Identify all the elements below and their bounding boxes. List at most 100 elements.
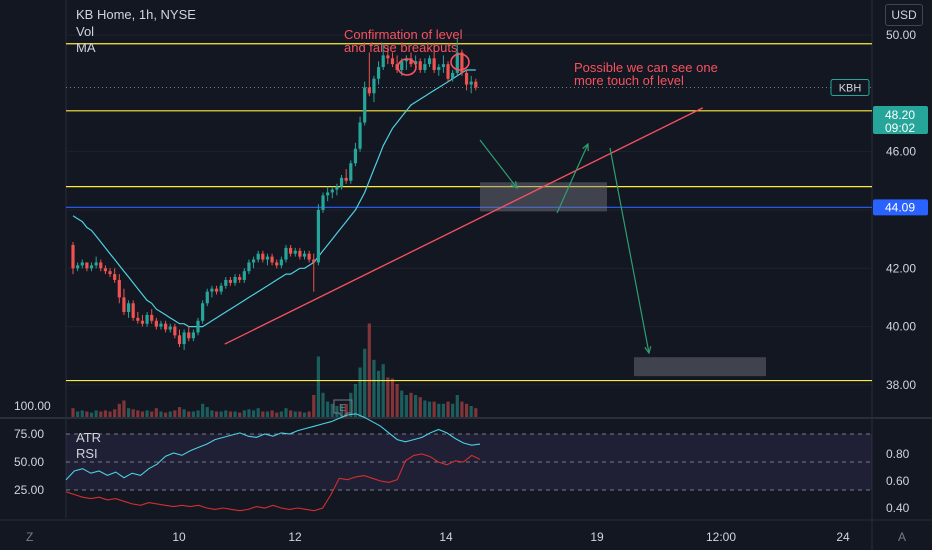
candle bbox=[469, 81, 473, 85]
candle bbox=[80, 262, 84, 266]
candle bbox=[330, 189, 334, 193]
ticker-tag-label: KBH bbox=[839, 82, 862, 94]
volume-bar bbox=[126, 408, 131, 417]
volume-bar bbox=[353, 384, 358, 417]
volume-bar bbox=[381, 364, 385, 417]
candle bbox=[191, 332, 195, 339]
volume-bar bbox=[224, 410, 228, 417]
volume-bar bbox=[140, 411, 145, 417]
volume-bar bbox=[293, 411, 297, 417]
candle bbox=[423, 64, 427, 70]
volume-bar bbox=[251, 410, 256, 417]
candle bbox=[321, 195, 325, 210]
price-tick-label: 40.00 bbox=[886, 320, 916, 334]
atr-tick-label: 0.40 bbox=[886, 501, 910, 515]
volume-bar bbox=[122, 400, 126, 417]
price-tick-label: 38.00 bbox=[886, 378, 916, 392]
candle bbox=[103, 268, 108, 272]
rsi-label: RSI bbox=[76, 446, 98, 461]
candle bbox=[284, 247, 288, 260]
volume-bar bbox=[80, 410, 84, 417]
candle bbox=[409, 58, 413, 65]
last-price-tag bbox=[873, 106, 928, 134]
volume-bar bbox=[289, 410, 293, 417]
candle bbox=[126, 303, 131, 313]
last-price-value: 48.20 bbox=[885, 108, 915, 122]
candle bbox=[251, 259, 256, 263]
volume-bar bbox=[427, 401, 432, 417]
volume-bar bbox=[219, 411, 223, 417]
candle bbox=[173, 326, 177, 336]
candle bbox=[159, 323, 163, 327]
zoom-button[interactable]: Z bbox=[26, 530, 34, 544]
annotation-text: Confirmation of level bbox=[344, 27, 463, 42]
candle bbox=[335, 186, 339, 190]
candle bbox=[89, 265, 94, 269]
volume-bar bbox=[307, 411, 311, 417]
volume-bar bbox=[159, 411, 163, 417]
ma-label: MA bbox=[76, 40, 96, 55]
candle bbox=[85, 262, 89, 269]
currency-button[interactable]: USD bbox=[885, 4, 923, 26]
candle bbox=[293, 250, 297, 254]
candle bbox=[168, 326, 172, 330]
volume-bar bbox=[256, 408, 260, 417]
atr-tick-label: 0.80 bbox=[886, 447, 910, 461]
volume-bar bbox=[302, 412, 307, 417]
volume-bar bbox=[131, 409, 135, 417]
rsi-line bbox=[65, 413, 481, 481]
atr-label: ATR bbox=[76, 430, 102, 445]
volume-bar bbox=[437, 403, 441, 417]
volume-bar bbox=[404, 395, 408, 417]
ma-line bbox=[72, 69, 476, 328]
candle bbox=[99, 262, 103, 269]
candle bbox=[242, 271, 246, 280]
auto-scale-button[interactable]: A bbox=[898, 530, 907, 544]
candle bbox=[441, 64, 445, 68]
rsi-tick-label: 100.00 bbox=[14, 399, 51, 413]
candle bbox=[390, 58, 395, 65]
annotation-text: Possible we can see one bbox=[574, 60, 718, 75]
volume-bar bbox=[423, 400, 427, 417]
candle bbox=[395, 64, 399, 70]
breakout-circle bbox=[397, 58, 417, 76]
volume-bar bbox=[154, 408, 158, 417]
projection-arrowhead bbox=[582, 142, 589, 152]
ticker-tag bbox=[830, 78, 870, 96]
volume-bar bbox=[76, 411, 80, 417]
projection-arrow bbox=[609, 147, 650, 354]
candle bbox=[164, 323, 168, 330]
volume-bar bbox=[363, 348, 367, 417]
candle bbox=[210, 288, 214, 292]
blue-level-tag bbox=[873, 199, 928, 216]
candle bbox=[289, 247, 293, 254]
annotation-text: and false breakouts bbox=[344, 40, 458, 55]
volume-bar bbox=[210, 410, 214, 417]
volume-bar bbox=[432, 401, 436, 417]
time-tick-label: 12 bbox=[288, 530, 302, 544]
candle bbox=[427, 58, 432, 65]
price-tick-label: 42.00 bbox=[886, 261, 916, 275]
candle bbox=[451, 72, 455, 79]
volume-bar bbox=[464, 403, 469, 417]
breakout-circle bbox=[450, 53, 470, 71]
volume-bar bbox=[233, 411, 237, 417]
volume-bar bbox=[312, 395, 316, 417]
volume-bar bbox=[164, 412, 168, 417]
target-zone-lower bbox=[634, 357, 766, 377]
volume-bar bbox=[238, 412, 242, 417]
volume-bar bbox=[173, 410, 177, 417]
volume-bar bbox=[247, 409, 251, 417]
time-tick-label: 19 bbox=[590, 530, 604, 544]
candle bbox=[464, 72, 469, 85]
volume-bar bbox=[187, 411, 191, 417]
candle bbox=[71, 244, 75, 269]
rsi-tick-label: 75.00 bbox=[14, 427, 44, 441]
candle bbox=[140, 320, 145, 324]
volume-bar bbox=[395, 384, 399, 417]
candle bbox=[349, 163, 353, 181]
volume-bar bbox=[367, 323, 371, 417]
volume-bar bbox=[335, 406, 339, 417]
volume-bar bbox=[108, 411, 112, 417]
